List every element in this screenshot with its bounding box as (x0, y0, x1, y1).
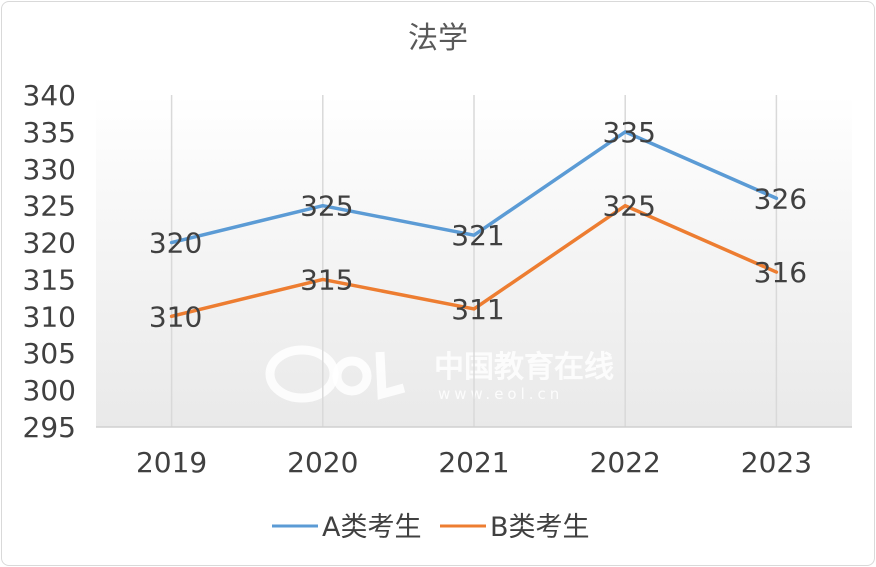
y-tick-label: 330 (23, 153, 76, 186)
data-label: 310 (149, 300, 202, 333)
y-tick-label: 310 (23, 300, 76, 333)
y-tick-label: 320 (23, 227, 76, 260)
y-tick-label: 305 (23, 337, 76, 370)
data-label: 335 (602, 116, 655, 149)
y-tick-label: 315 (23, 263, 76, 296)
y-tick-label: 340 (23, 79, 76, 112)
x-tick-label: 2022 (590, 446, 661, 479)
y-tick-label: 335 (23, 116, 76, 149)
data-label: 321 (451, 219, 504, 252)
legend-label-b: B类考生 (490, 512, 590, 543)
series-line-a (169, 130, 779, 245)
data-label: 315 (300, 263, 353, 296)
watermark-url: www.eol.cn (438, 385, 563, 403)
data-label: 311 (451, 293, 504, 326)
data-labels: 320 325 321 335 326 310 315 311 325 316 (149, 116, 807, 333)
series-lines (169, 130, 779, 319)
data-label: 316 (754, 256, 807, 289)
x-tick-label: 2023 (741, 446, 812, 479)
gridlines (170, 95, 778, 427)
y-tick-label: 300 (23, 374, 76, 407)
y-tick-label: 295 (23, 411, 76, 444)
x-tick-label: 2019 (136, 446, 207, 479)
watermark: 中国教育在线 www.eol.cn (265, 345, 614, 403)
series-line-b (169, 203, 779, 319)
x-axis-ticks: 2019 2020 2021 2022 2023 (136, 446, 812, 479)
data-label: 325 (300, 190, 353, 223)
watermark-logo-l (375, 351, 406, 400)
y-tick-label: 325 (23, 190, 76, 223)
x-tick-label: 2020 (287, 446, 358, 479)
x-tick-label: 2021 (438, 446, 509, 479)
watermark-logo-o (332, 356, 372, 396)
legend: A类考生 B类考生 (272, 512, 590, 543)
chart-title: 法学 (408, 21, 468, 56)
data-label: 325 (602, 190, 655, 223)
legend-label-a: A类考生 (322, 512, 421, 543)
data-label: 320 (149, 227, 202, 260)
watermark-name: 中国教育在线 (434, 350, 614, 385)
data-label: 326 (754, 182, 807, 215)
